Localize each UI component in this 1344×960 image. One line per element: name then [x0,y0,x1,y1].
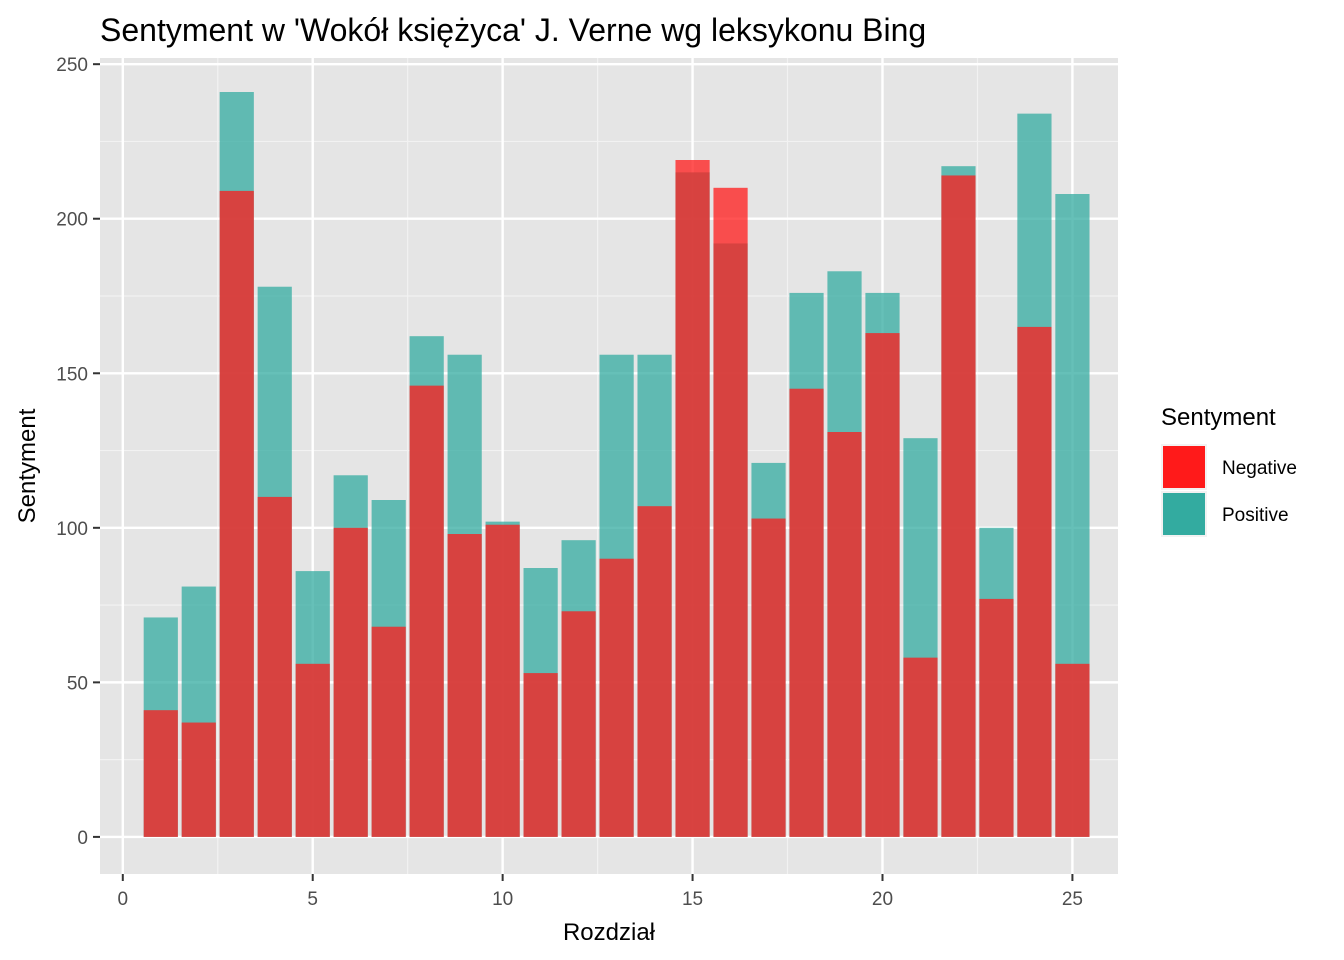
bar-negative-24 [1017,326,1052,837]
y-tick-label: 150 [56,364,88,385]
bar-negative-14 [637,506,672,837]
y-tick-label: 200 [56,210,88,231]
bar-negative-19 [827,432,862,837]
y-tick-label: 0 [77,828,88,849]
y-tick-label: 100 [56,519,88,540]
x-axis: 0 5 10 15 20 25 [118,874,1083,910]
y-tick-label: 50 [67,673,88,694]
x-tick-label: 0 [118,889,129,910]
bar-negative-10 [485,524,520,837]
y-axis-title: Sentyment [14,408,41,523]
x-tick-label: 20 [872,889,893,910]
legend-swatch-negative [1163,446,1205,488]
bar-negative-17 [751,518,786,837]
x-tick-label: 5 [307,889,318,910]
bar-negative-18 [789,388,824,837]
x-tick-label: 10 [492,889,513,910]
x-tick-label: 15 [682,889,703,910]
bar-negative-15 [675,160,710,837]
bar-negative-16 [713,187,748,837]
bar-negative-8 [409,385,444,837]
y-tick-label: 250 [56,55,88,76]
bar-negative-12 [561,611,596,837]
bar-negative-2 [181,722,216,837]
bar-negative-13 [599,558,634,837]
legend-label-positive: Positive [1222,505,1289,526]
bars [143,92,1090,837]
bar-negative-23 [979,598,1014,837]
bar-negative-11 [523,673,558,837]
legend-swatch-positive [1163,493,1205,535]
bar-negative-22 [941,175,976,837]
bar-negative-21 [903,657,938,837]
bar-negative-3 [219,190,254,837]
bar-negative-7 [371,626,406,837]
bar-negative-4 [257,496,292,837]
x-tick-label: 25 [1062,889,1083,910]
legend-title: Sentyment [1161,404,1276,431]
legend-label-negative: Negative [1222,458,1297,479]
bar-negative-1 [143,710,178,837]
legend: Sentyment Negative Positive [1161,404,1297,537]
y-axis: 0 50 100 150 200 250 [56,55,100,849]
chart-title: Sentyment w 'Wokół księżyca' J. Verne wg… [100,12,926,48]
bar-negative-5 [295,663,330,837]
bar-negative-6 [333,527,368,837]
bar-negative-25 [1055,663,1090,837]
bar-negative-20 [865,333,900,837]
bar-negative-9 [447,534,482,837]
x-axis-title: Rozdział [563,919,656,946]
